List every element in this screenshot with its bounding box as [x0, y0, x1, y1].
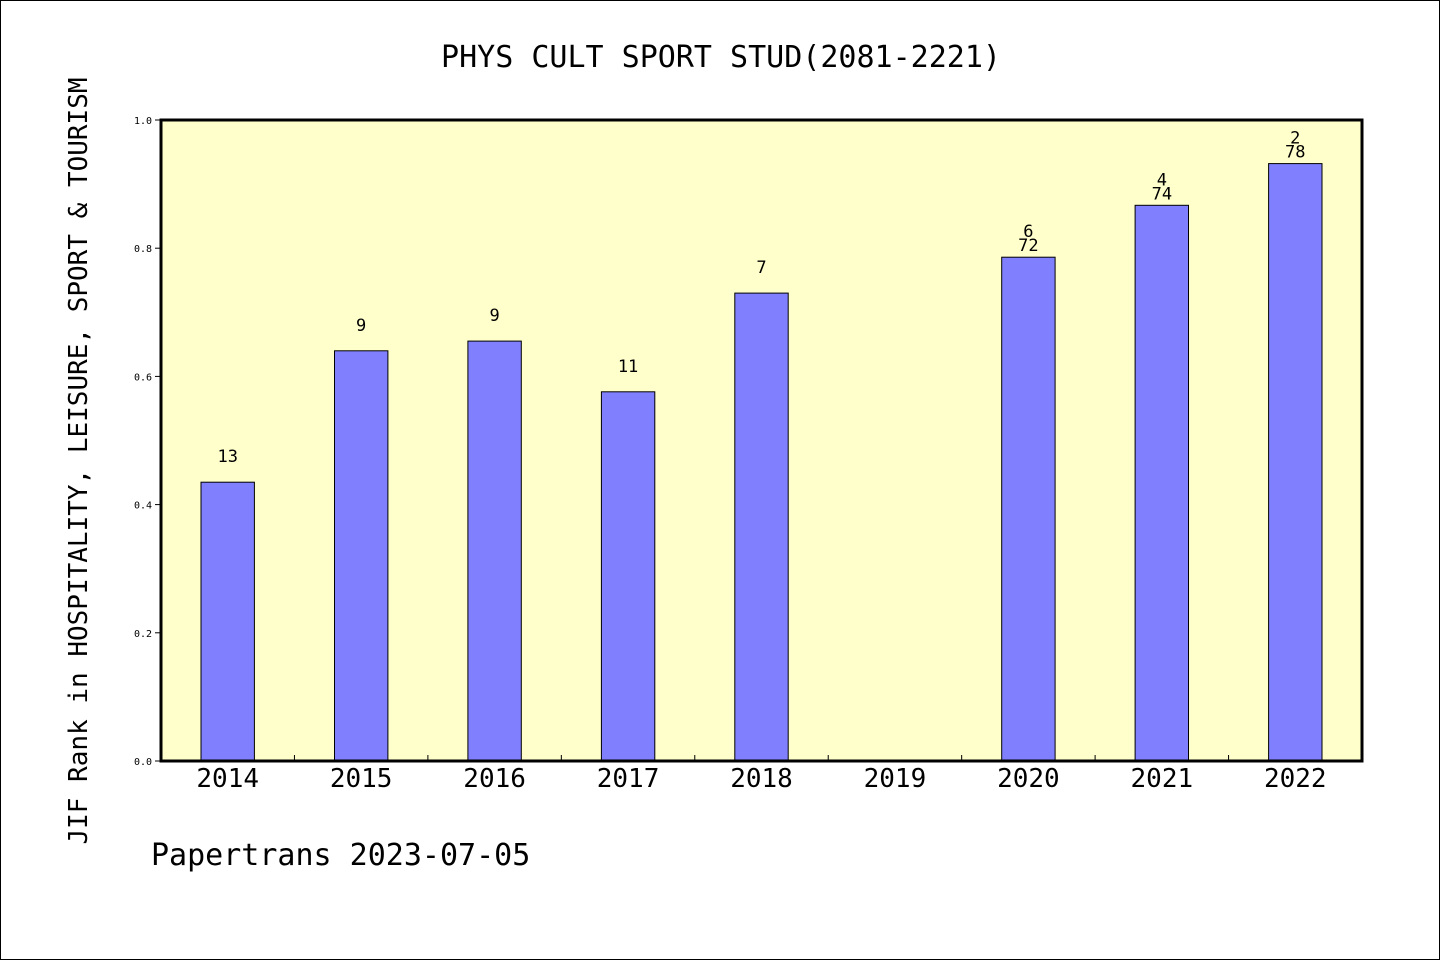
bar-2017 [600, 391, 656, 762]
bar-labels-group: 13 9 9 11 7 726 744 782 [217, 129, 1305, 468]
x-tick-label-2021: 2021 [1131, 764, 1194, 794]
bar-2022 [1268, 163, 1323, 762]
bar-rank-label-2021: 4 [1157, 170, 1167, 190]
bar-total-label-2020: 72 [1018, 236, 1038, 256]
y-tick-label-0.0: 0.0 [134, 757, 152, 768]
y-tick-label-0.8: 0.8 [134, 244, 152, 255]
bar-rank-label-2014: 13 [217, 447, 237, 467]
y-tick-label-1.0: 1.0 [134, 116, 152, 127]
source-footer: Papertrans 2023-07-05 [151, 838, 530, 873]
bar-2020 [1001, 256, 1056, 762]
bar-rank-label-2020: 6 [1023, 222, 1033, 242]
bar-2014 [200, 481, 255, 762]
bar-rank-label-2022: 2 [1290, 129, 1300, 149]
x-tick-label-2019: 2019 [864, 764, 927, 794]
y-axis: 0.0 0.2 0.4 0.6 0.8 1.0 [134, 116, 161, 768]
bar-total-label-2022: 78 [1285, 143, 1305, 163]
y-axis-label: JIF Rank in HOSPITALITY, LEISURE, SPORT … [64, 77, 94, 844]
x-tick-label-2017: 2017 [597, 764, 660, 794]
x-tick-label-2016: 2016 [463, 764, 526, 794]
x-tick-label-2022: 2022 [1264, 764, 1327, 794]
x-tick-label-2018: 2018 [730, 764, 793, 794]
bar-2018 [734, 292, 789, 762]
bar-2016 [467, 340, 522, 762]
bars-group [200, 163, 1323, 762]
bar-rank-label-2017: 11 [618, 357, 638, 377]
bar-rank-label-2018: 7 [756, 258, 766, 278]
bar-2021 [1134, 204, 1189, 762]
x-tick-label-2014: 2014 [196, 764, 259, 794]
y-tick-label-0.2: 0.2 [134, 629, 152, 640]
plot-border [159, 118, 1364, 763]
y-tick-label-0.4: 0.4 [134, 501, 152, 512]
bar-2015 [334, 350, 389, 762]
x-axis: 2014 2015 2016 2017 2018 2019 2020 2021 2022 [196, 755, 1327, 794]
y-tick-label-0.6: 0.6 [134, 372, 152, 383]
x-tick-label-2020: 2020 [997, 764, 1060, 794]
bar-total-label-2021: 74 [1152, 184, 1172, 204]
bar-rank-label-2015: 9 [356, 316, 366, 336]
x-tick-label-2015: 2015 [330, 764, 393, 794]
bar-rank-label-2016: 9 [489, 306, 499, 326]
chart-title: PHYS CULT SPORT STUD(2081-2221) [441, 40, 1001, 75]
